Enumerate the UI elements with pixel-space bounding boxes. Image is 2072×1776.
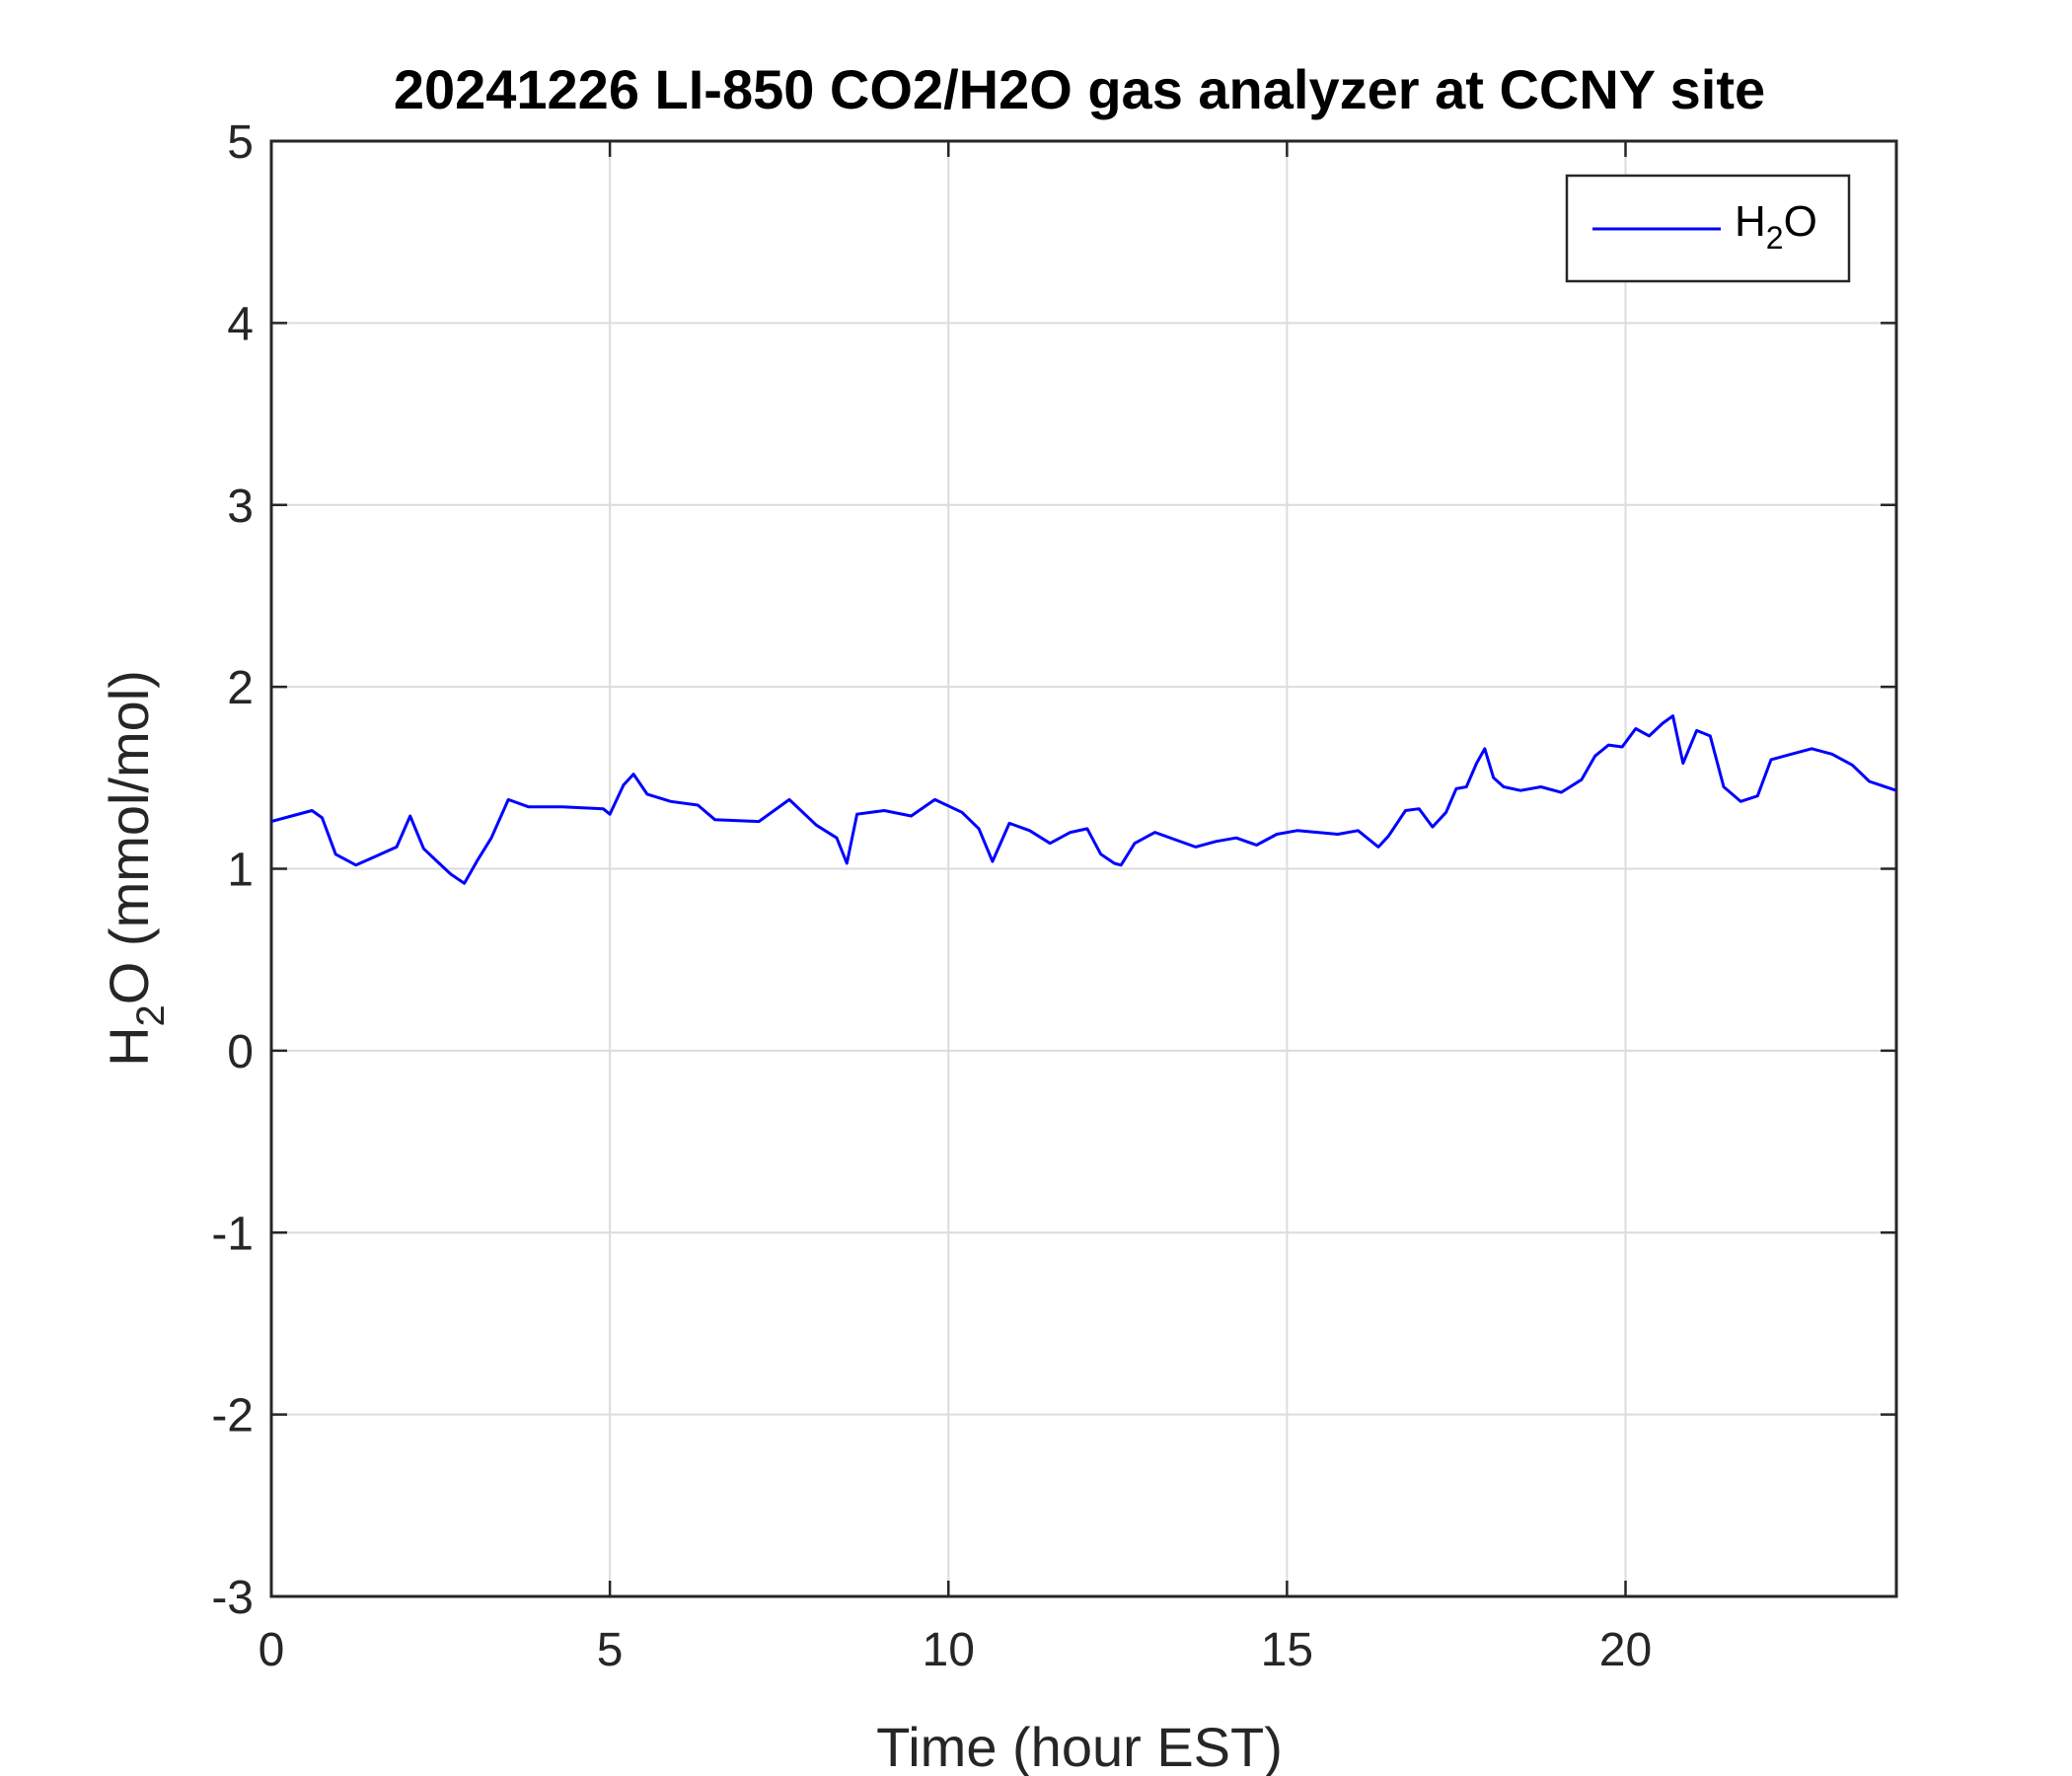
legend-label-prefix: H xyxy=(1735,197,1766,246)
legend-label-subscript: 2 xyxy=(1766,220,1784,256)
y-axis-label: H2O (mmol/mol) xyxy=(98,670,173,1067)
x-tick-label: 15 xyxy=(1261,1624,1313,1676)
y-tick-label: 1 xyxy=(227,845,254,897)
y-tick-label: 4 xyxy=(227,298,254,350)
y-tick-label: 3 xyxy=(227,481,254,533)
legend-label-h2o: H2O xyxy=(1735,197,1817,256)
x-axis-label: Time (hour EST) xyxy=(876,1716,1283,1776)
legend: H2O xyxy=(1565,174,1851,283)
series-line-h2o xyxy=(270,714,1897,885)
y-axis-label-suffix: O (mmol/mol) xyxy=(98,670,160,1004)
y-axis-label-prefix: H xyxy=(98,1026,160,1066)
y-tick-label: -3 xyxy=(211,1572,254,1624)
x-tick-label: 20 xyxy=(1599,1624,1652,1676)
grid-lines xyxy=(270,141,1896,1596)
x-tick-label: 0 xyxy=(259,1624,285,1676)
y-tick-label: 0 xyxy=(227,1026,254,1078)
y-tick-label: 5 xyxy=(227,116,254,169)
axis-ticks: 0 5 10 15 20 -3 -2 -1 0 1 2 3 4 5 xyxy=(211,116,1896,1676)
y-tick-label: 2 xyxy=(227,662,254,714)
x-tick-label: 5 xyxy=(597,1624,624,1676)
y-axis-label-subscript: 2 xyxy=(129,1004,173,1026)
y-tick-label: -2 xyxy=(211,1390,254,1443)
legend-label-suffix: O xyxy=(1784,197,1817,246)
y-tick-label: -1 xyxy=(211,1208,254,1260)
x-tick-label: 10 xyxy=(923,1624,975,1676)
chart-title: 20241226 LI-850 CO2/H2O gas analyzer at … xyxy=(394,58,1765,120)
